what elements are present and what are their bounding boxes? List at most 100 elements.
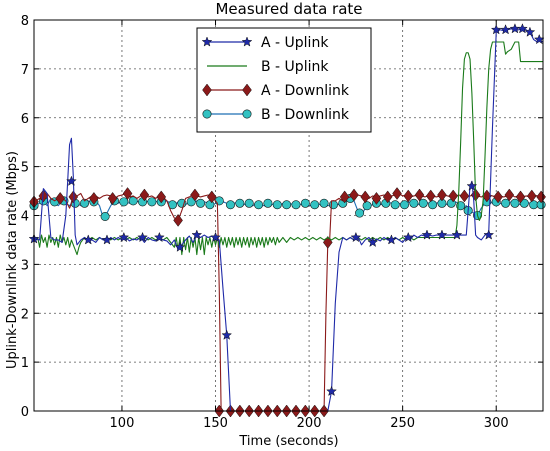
data-point	[186, 197, 196, 207]
data-point	[504, 188, 515, 202]
data-point	[483, 229, 495, 240]
x-tick-label: 100	[110, 416, 135, 431]
data-point	[173, 213, 183, 227]
data-point	[402, 231, 414, 243]
data-point	[493, 190, 503, 204]
data-point	[100, 211, 110, 221]
data-point	[355, 208, 365, 218]
data-point	[137, 231, 148, 243]
y-tick-label: 1	[21, 356, 29, 371]
data-point	[300, 198, 310, 208]
data-point	[263, 198, 273, 208]
data-point	[526, 189, 537, 203]
data-point	[139, 188, 150, 202]
data-point	[118, 231, 130, 243]
data-point	[421, 229, 433, 240]
data-point	[400, 200, 410, 210]
data-point	[291, 200, 301, 210]
axis-ticks: 100 150 200 250 300 0 1 2 3 4 5 6 7 8	[21, 14, 543, 431]
data-point	[214, 196, 224, 206]
data-point	[519, 198, 529, 208]
y-axis-label: Uplink-Downlink data rate (Mbps)	[5, 151, 20, 369]
legend-marker	[241, 36, 253, 47]
data-point	[385, 234, 397, 245]
data-point	[403, 189, 414, 203]
series-a-uplink	[28, 23, 545, 412]
x-tick-label: 300	[484, 416, 509, 431]
data-point	[414, 188, 425, 202]
data-point	[349, 188, 359, 202]
data-point	[101, 234, 113, 245]
data-point	[362, 201, 372, 211]
data-point	[367, 236, 379, 248]
data-point	[191, 229, 203, 240]
data-point	[80, 198, 90, 208]
legend-label: A - Uplink	[261, 35, 329, 51]
data-point	[437, 188, 447, 202]
data-point	[328, 200, 338, 210]
data-point	[524, 26, 536, 37]
data-point	[390, 200, 400, 210]
data-point	[466, 180, 478, 191]
y-tick-label: 3	[21, 258, 29, 273]
legend-marker	[242, 109, 252, 119]
data-point	[418, 198, 428, 208]
chart-title: Measured data rate	[215, 0, 362, 18]
data-point	[392, 187, 402, 200]
legend-entry: A - Uplink	[201, 35, 329, 51]
data-point	[500, 24, 512, 35]
data-point	[147, 197, 157, 207]
legend-entry: A - Downlink	[202, 83, 350, 99]
legend-entry: B - Uplink	[207, 59, 329, 75]
data-point	[516, 23, 528, 34]
series-line	[33, 28, 544, 412]
data-point	[153, 231, 165, 243]
data-point	[282, 200, 292, 210]
data-point	[409, 198, 419, 208]
x-tick-label: 150	[203, 416, 228, 431]
data-point	[235, 198, 245, 208]
data-point	[382, 190, 393, 204]
data-point	[119, 197, 129, 207]
data-point	[272, 200, 282, 210]
data-point	[501, 198, 511, 208]
y-tick-label: 7	[21, 63, 29, 78]
data-point	[510, 198, 520, 208]
legend-label: A - Downlink	[261, 83, 350, 99]
x-tick-label: 200	[297, 416, 322, 431]
data-point	[451, 229, 463, 240]
data-point	[225, 200, 235, 210]
legend: A - Uplink B - Uplink A - Downlink B - Down…	[196, 27, 372, 133]
y-tick-label: 2	[21, 307, 29, 322]
data-point	[360, 190, 371, 204]
data-point	[371, 191, 382, 205]
data-point	[326, 385, 337, 397]
legend-marker	[202, 83, 212, 97]
data-point	[190, 188, 200, 202]
data-point	[89, 191, 99, 205]
data-point	[459, 189, 470, 203]
data-point	[174, 241, 186, 252]
data-point	[529, 200, 539, 210]
series-line	[33, 192, 544, 412]
data-point	[350, 231, 362, 243]
y-tick-label: 6	[21, 112, 29, 127]
data-point	[490, 24, 502, 35]
data-point	[244, 198, 254, 208]
legend-marker	[201, 36, 213, 47]
series-layer	[28, 23, 546, 418]
data-point	[55, 191, 66, 205]
data-point	[428, 200, 438, 210]
data-point	[128, 196, 138, 206]
data-point	[319, 198, 329, 208]
data-point	[254, 200, 264, 210]
x-axis-label: Time (seconds)	[238, 434, 338, 449]
data-point	[310, 200, 320, 210]
legend-box	[196, 27, 372, 133]
data-point	[206, 190, 217, 204]
legend-marker	[242, 83, 252, 97]
data-point	[65, 175, 77, 186]
legend-label: B - Uplink	[261, 59, 329, 75]
